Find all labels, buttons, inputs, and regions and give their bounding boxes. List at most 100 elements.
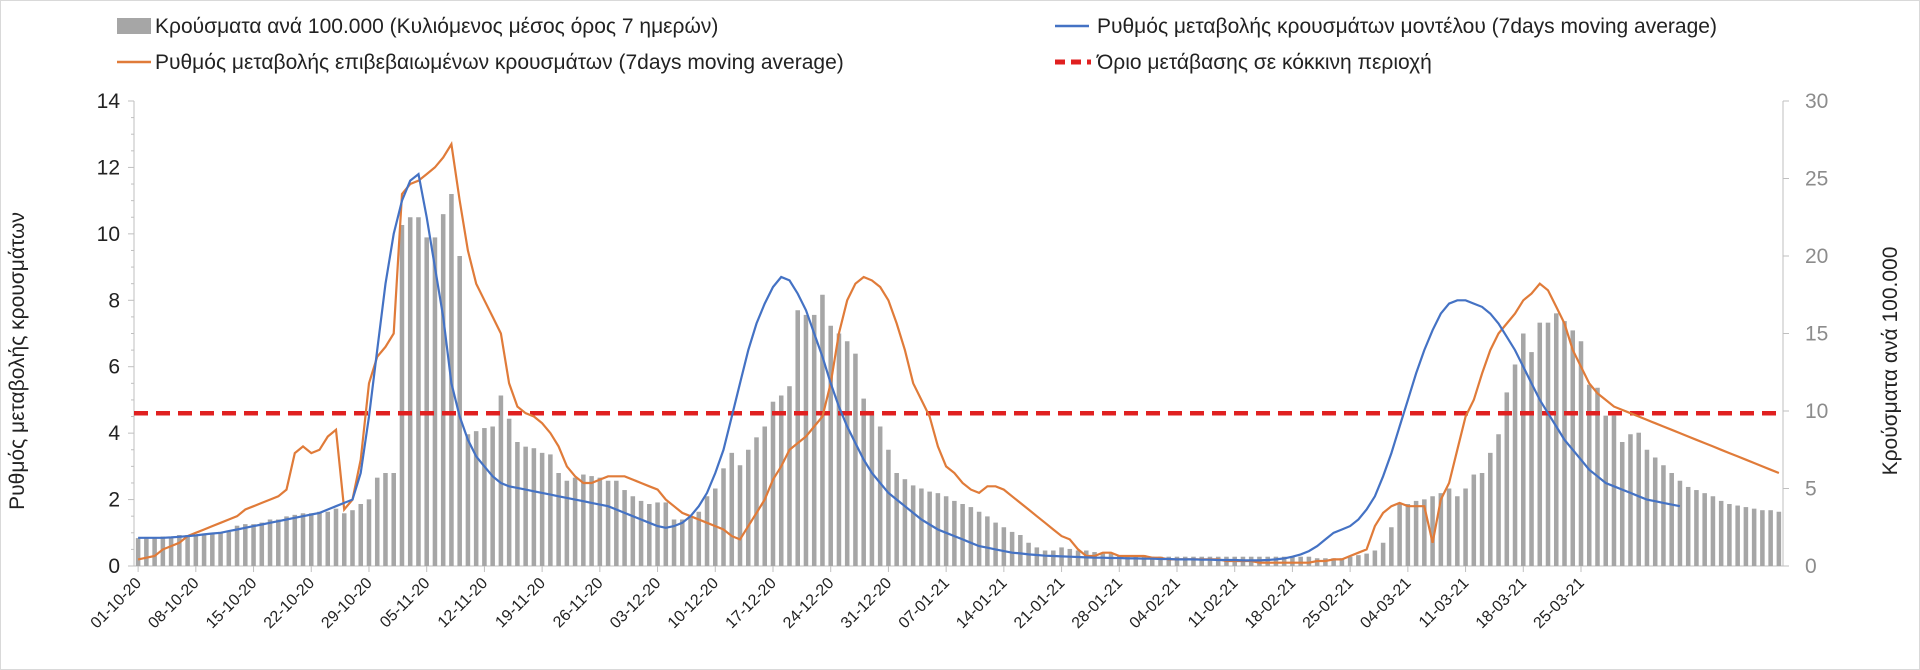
bar bbox=[1323, 558, 1328, 566]
bar bbox=[226, 531, 232, 566]
bar bbox=[1603, 415, 1608, 566]
x-tick-label: 07-01-21 bbox=[896, 575, 953, 632]
y-tick-label: 6 bbox=[108, 356, 120, 379]
legend-threshold-label: Όριο μετάβασης σε κόκκινη περιοχή bbox=[1096, 51, 1432, 74]
bar bbox=[680, 519, 685, 566]
bar bbox=[1281, 556, 1287, 566]
bar bbox=[836, 333, 842, 566]
x-tick-label: 25-02-21 bbox=[1300, 575, 1357, 632]
bar bbox=[1166, 556, 1172, 566]
bar bbox=[811, 314, 817, 566]
bar bbox=[1380, 542, 1386, 566]
bar bbox=[1174, 556, 1180, 566]
x-tick-label: 21-01-21 bbox=[1011, 575, 1068, 632]
bar bbox=[968, 507, 974, 566]
bar bbox=[325, 511, 331, 566]
bar bbox=[300, 513, 306, 566]
bar bbox=[210, 533, 215, 566]
x-tick-label: 24-12-20 bbox=[780, 575, 837, 632]
bar bbox=[465, 434, 471, 566]
bar bbox=[614, 480, 619, 566]
y-tick-label: 10 bbox=[97, 223, 120, 246]
bar bbox=[795, 310, 800, 566]
bar bbox=[1001, 527, 1007, 566]
bar bbox=[696, 511, 702, 566]
x-tick-label: 01-10-20 bbox=[88, 575, 145, 632]
bar bbox=[960, 504, 965, 566]
bar bbox=[144, 538, 149, 566]
bar bbox=[539, 452, 545, 566]
bar bbox=[1471, 474, 1477, 566]
bar bbox=[1611, 415, 1617, 566]
bar bbox=[572, 477, 578, 566]
bar bbox=[1488, 452, 1493, 566]
bar bbox=[193, 535, 199, 566]
bar bbox=[1727, 504, 1732, 566]
y2-tick-label: 30 bbox=[1805, 90, 1828, 113]
bar bbox=[1108, 553, 1114, 566]
bar bbox=[787, 386, 792, 566]
legend-bars-swatch bbox=[117, 18, 151, 34]
bar bbox=[820, 294, 825, 566]
bar bbox=[869, 411, 875, 566]
bar bbox=[317, 511, 322, 566]
x-tick-label: 29-10-20 bbox=[319, 575, 376, 632]
bar bbox=[1529, 352, 1534, 566]
bar bbox=[201, 533, 207, 566]
bar bbox=[828, 325, 833, 566]
bar bbox=[1356, 555, 1361, 566]
bar bbox=[1718, 500, 1724, 566]
bar bbox=[1710, 496, 1716, 566]
bar bbox=[1702, 493, 1707, 566]
bar bbox=[1628, 434, 1633, 566]
legend: Κρούσματα ανά 100.000 (Κυλιόμενος μέσος … bbox=[117, 15, 1717, 74]
y-tick-label: 2 bbox=[108, 489, 120, 512]
x-tick-label: 15-10-20 bbox=[203, 575, 260, 632]
bar bbox=[1537, 322, 1543, 566]
bar bbox=[943, 496, 949, 566]
x-tick-label: 11-03-21 bbox=[1416, 575, 1473, 632]
bar bbox=[1694, 490, 1699, 566]
bar bbox=[1372, 550, 1378, 566]
bar bbox=[358, 504, 364, 566]
bar bbox=[490, 426, 495, 566]
bar bbox=[366, 499, 372, 566]
bar bbox=[1405, 504, 1411, 566]
bar bbox=[177, 535, 182, 566]
x-tick-label: 04-02-21 bbox=[1127, 575, 1184, 632]
bar bbox=[1768, 510, 1773, 566]
bar bbox=[1009, 531, 1015, 566]
bar bbox=[1306, 556, 1312, 566]
bar bbox=[424, 237, 429, 566]
y2-tick-label: 0 bbox=[1805, 555, 1817, 578]
bar bbox=[168, 536, 174, 566]
bar bbox=[457, 256, 462, 566]
bar bbox=[886, 449, 891, 566]
bar bbox=[630, 496, 636, 566]
y2-tick-label: 15 bbox=[1805, 323, 1828, 346]
bar bbox=[597, 477, 603, 566]
bar bbox=[919, 488, 924, 566]
bar bbox=[276, 519, 281, 566]
bar bbox=[762, 426, 768, 566]
bar bbox=[251, 524, 256, 566]
bar bbox=[1504, 392, 1510, 566]
bar bbox=[778, 395, 784, 566]
bar bbox=[1075, 550, 1081, 566]
bar bbox=[1339, 558, 1345, 566]
bar bbox=[1545, 322, 1551, 566]
bar bbox=[1034, 547, 1040, 566]
y2-tick-label: 20 bbox=[1805, 245, 1828, 268]
y2-tick-label: 5 bbox=[1805, 478, 1817, 501]
bar bbox=[1133, 555, 1139, 566]
bar bbox=[523, 446, 528, 566]
bar bbox=[506, 418, 512, 566]
y-tick-label: 0 bbox=[108, 555, 120, 578]
bar bbox=[185, 535, 190, 566]
x-tick-label: 10-12-20 bbox=[665, 575, 722, 632]
x-tick-label: 31-12-20 bbox=[838, 575, 895, 632]
y-tick-label: 8 bbox=[108, 289, 120, 312]
bar bbox=[622, 490, 627, 566]
x-tick-label: 12-11-20 bbox=[435, 575, 492, 632]
bar bbox=[482, 428, 487, 566]
